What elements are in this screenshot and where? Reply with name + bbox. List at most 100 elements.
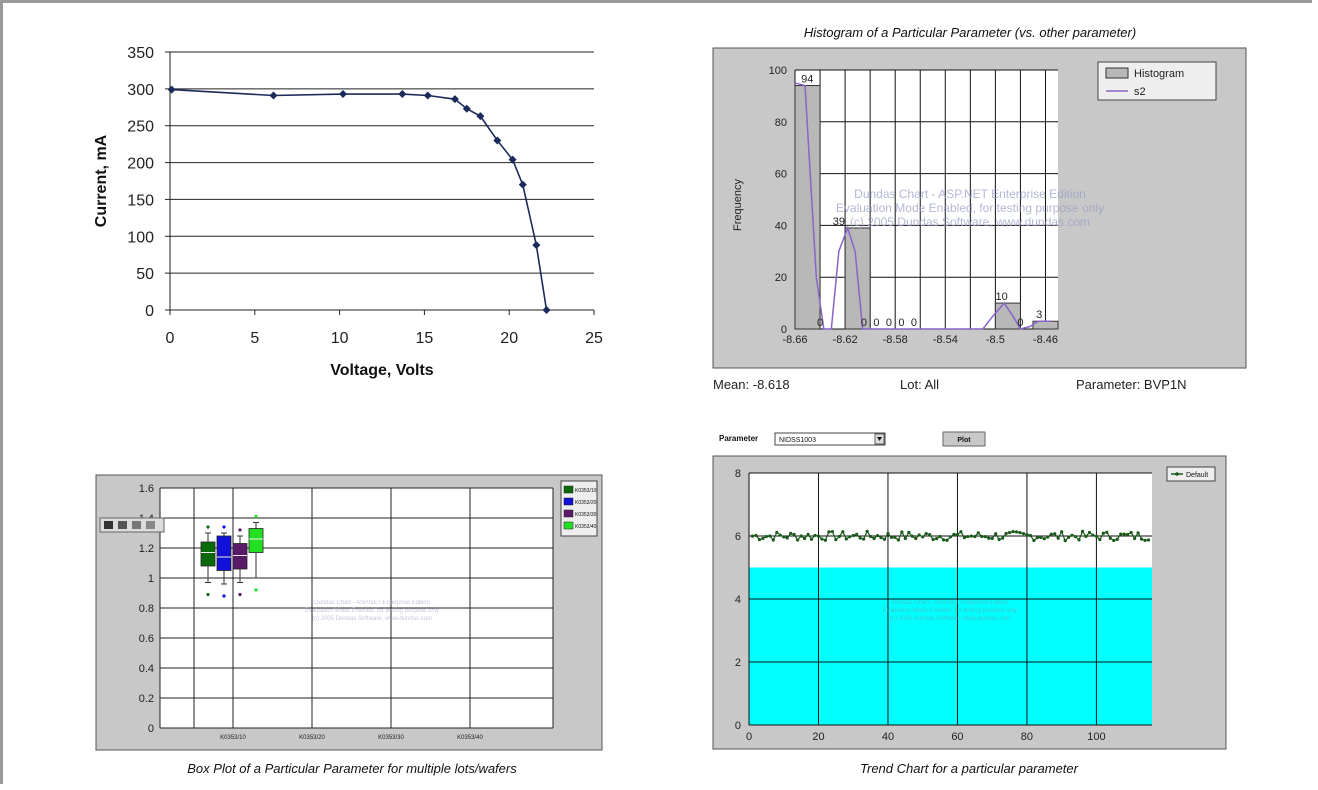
trend-data-point (851, 533, 855, 538)
boxplot-legend-swatch (563, 485, 574, 494)
trend-data-point (841, 530, 845, 534)
boxplot-legend-swatch (563, 521, 574, 530)
trend-data-point (1018, 530, 1022, 535)
histogram-data-label: 39 (833, 216, 845, 228)
iv-data-point (518, 180, 527, 189)
boxplot-ytick-label: 0.4 (139, 663, 154, 675)
histogram-data-label: 0 (861, 317, 867, 329)
iv-data-point (493, 136, 502, 145)
histogram-xtick-label: -8.46 (1033, 334, 1058, 346)
trend-data-point (1004, 531, 1008, 536)
trend-data-point (907, 530, 911, 534)
histogram-legend: Histogram s2 (1097, 61, 1217, 101)
trend-data-point (1146, 538, 1151, 542)
plot-button[interactable]: Plot (942, 431, 986, 447)
boxplot-ytick-label: 1.6 (139, 483, 154, 495)
boxplot-outlier (254, 588, 258, 592)
histogram-ylabel: Frequency (732, 179, 744, 231)
trend-data-point (900, 530, 904, 534)
trend-data-point (928, 532, 932, 537)
boxplot-box (200, 541, 216, 567)
parameter-label: Parameter (719, 434, 758, 443)
iv-data-point (476, 112, 485, 121)
plot-button-label: Plot (957, 437, 971, 444)
trend-data-point (1039, 535, 1043, 539)
iv-xtick-label: 15 (416, 330, 434, 347)
trend-data-point (1101, 531, 1105, 535)
boxplot-chart: 00.20.40.60.811.21.41.6 K0353/10K0353/20… (95, 474, 603, 776)
boxplot-outlier (206, 592, 210, 597)
trend-data-point (941, 538, 946, 542)
trend-data-point (1070, 533, 1074, 537)
trend-data-point (1025, 533, 1029, 537)
trend-data-point (990, 536, 994, 541)
histogram-data-label: 0 (911, 317, 917, 329)
trend-data-point (796, 538, 800, 542)
histogram-chart: Histogram of a Particular Parameter (vs.… (712, 25, 1247, 392)
iv-data-point (462, 104, 471, 113)
boxplot-outlier (222, 594, 226, 598)
svg-text:Dundas Chart - ASP.NET Enterpr: Dundas Chart - ASP.NET Enterprise Editio… (892, 600, 1008, 606)
svg-text:Dundas Chart - ASP.NET Enterpr: Dundas Chart - ASP.NET Enterprise Editio… (854, 187, 1086, 201)
trend-xtick-label: 20 (812, 731, 824, 743)
trend-data-point (994, 532, 998, 536)
iv-xtick-label: 20 (500, 330, 518, 347)
histogram-plot-area (795, 70, 1058, 329)
histogram-ytick-label: 20 (775, 272, 787, 284)
trend-data-point (1122, 532, 1126, 536)
boxplot-watermark: Dundas Chart - ASP.NET Enterprise Editio… (305, 600, 439, 622)
trend-data-point (827, 530, 831, 534)
trend-data-point (1094, 534, 1099, 538)
histogram-xtick-label: -8.54 (933, 334, 958, 346)
svg-text:Evaluation Mode Enabled, for t: Evaluation Mode Enabled, for testing pur… (883, 608, 1017, 614)
trend-legend: Default (1166, 466, 1216, 482)
boxplot-xtick-label: K0353/30 (378, 735, 404, 741)
properties-icon[interactable] (146, 521, 155, 529)
trend-data-point (882, 537, 887, 541)
histogram-ytick-label: 0 (781, 324, 787, 336)
iv-data-point (508, 155, 517, 164)
trend-ytick-label: 8 (735, 468, 741, 480)
trend-data-point (980, 534, 984, 539)
boxplot-outlier (254, 514, 258, 519)
boxplot-xtick-label: K0353/10 (220, 735, 246, 741)
trend-data-point (921, 535, 925, 539)
trend-data-point (1046, 535, 1050, 539)
trend-data-point (976, 531, 980, 535)
trend-xtick-label: 0 (746, 731, 752, 743)
trend-data-point (910, 534, 914, 538)
svg-text:(c) 2005 Dundas Software, www.: (c) 2005 Dundas Software, www.dundas.com (890, 616, 1010, 622)
histogram-ytick-label: 60 (775, 169, 787, 181)
trend-data-point (1133, 536, 1137, 541)
print-icon[interactable] (118, 521, 127, 529)
histogram-ytick-label: 100 (769, 65, 787, 77)
trend-data-point (889, 535, 894, 540)
copy-icon[interactable] (132, 521, 141, 529)
trend-data-point (962, 536, 966, 540)
boxplot-toolbar[interactable] (99, 517, 165, 533)
trend-data-point (952, 532, 956, 536)
trend-data-point (1035, 536, 1039, 540)
histogram-data-label: 0 (898, 317, 904, 329)
iv-ytick-label: 150 (127, 192, 154, 209)
histogram-parameter: Parameter: BVP1N (1076, 377, 1187, 392)
trend-data-point (959, 530, 963, 534)
trend-data-point (893, 535, 897, 540)
boxplot-ytick-label: 1 (148, 573, 154, 585)
iv-xtick-label: 25 (585, 330, 603, 347)
trend-data-point (834, 537, 838, 542)
trend-data-point (865, 529, 869, 534)
trend-data-point (935, 537, 939, 541)
trend-data-point (855, 532, 859, 536)
svg-text:Evaluation Mode Enabled, for t: Evaluation Mode Enabled, for testing pur… (836, 201, 1104, 215)
trend-data-point (809, 537, 814, 541)
histogram-data-label: 0 (817, 317, 823, 329)
iv-xlabel: Voltage, Volts (330, 362, 434, 379)
boxplot-watermark-trend: Dundas Chart - ASP.NET Enterprise Editio… (883, 600, 1017, 622)
parameter-select[interactable]: NIDSS1003 (774, 432, 886, 446)
trend-data-point (955, 533, 960, 537)
save-icon[interactable] (104, 521, 113, 529)
trend-data-point (757, 538, 762, 542)
trend-data-point (1049, 532, 1053, 536)
